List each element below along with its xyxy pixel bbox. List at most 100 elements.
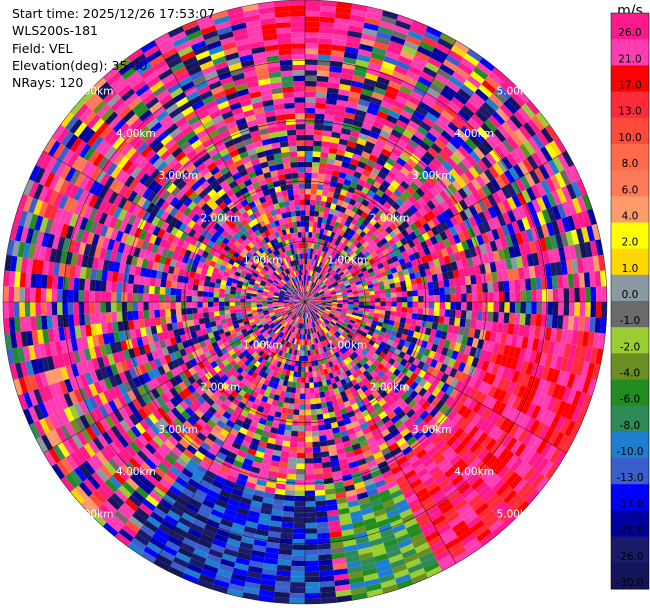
gate-cell — [405, 279, 412, 286]
gate-cell — [423, 247, 431, 256]
gate-cell — [327, 191, 335, 198]
gate-cell — [314, 271, 319, 278]
gate-cell — [401, 296, 408, 302]
gate-cell — [561, 151, 575, 168]
gate-cell — [284, 495, 295, 502]
gate-cell — [292, 533, 305, 540]
gate-cell — [398, 258, 406, 266]
gate-cell — [412, 265, 420, 273]
gate-cell — [538, 164, 551, 180]
gate-cell — [296, 463, 305, 470]
gate-cell — [412, 290, 419, 297]
gate-cell — [547, 159, 560, 175]
gate-cell — [437, 134, 450, 146]
gate-cell — [305, 382, 310, 389]
gate-cell — [395, 60, 411, 71]
gate-cell — [426, 200, 436, 211]
gate-cell — [346, 287, 352, 291]
gate-cell — [429, 186, 440, 197]
gate-cell — [396, 14, 414, 26]
gate-cell — [535, 182, 547, 197]
gate-cell — [431, 123, 445, 135]
gate-cell — [412, 296, 419, 302]
gate-cell — [377, 25, 394, 36]
gate-cell — [393, 124, 405, 134]
gate-cell — [298, 355, 303, 362]
gate-cell — [551, 275, 559, 290]
gate-cell — [393, 260, 401, 268]
gate-cell — [372, 120, 384, 130]
gate-cell — [491, 228, 500, 241]
gate-cell — [411, 20, 428, 32]
gate-cell — [329, 288, 336, 293]
gate-cell — [325, 103, 337, 111]
gate-cell — [311, 419, 318, 426]
gate-cell — [447, 121, 461, 134]
gate-cell — [377, 197, 387, 206]
gate-cell — [148, 309, 155, 319]
gate-cell — [464, 248, 472, 259]
gate-cell — [319, 11, 336, 18]
gate-cell — [321, 245, 327, 252]
gate-cell — [395, 119, 408, 130]
gate-cell — [332, 120, 344, 128]
gate-cell — [311, 282, 315, 288]
gate-cell — [305, 242, 309, 249]
gate-cell — [488, 115, 502, 129]
gate-cell — [305, 199, 311, 206]
gate-cell — [546, 314, 553, 328]
gate-cell — [314, 118, 325, 126]
gate-cell — [105, 312, 112, 323]
gate-cell — [488, 165, 500, 179]
gate-cell — [293, 517, 305, 524]
gate-cell — [403, 176, 414, 186]
gate-cell — [499, 172, 511, 187]
gate-cell — [305, 420, 312, 427]
gate-cell — [378, 105, 391, 115]
gate-cell — [453, 223, 463, 234]
gate-cell — [315, 285, 320, 290]
gate-cell — [334, 12, 351, 20]
gate-cell — [460, 125, 473, 139]
gate-cell — [340, 236, 347, 244]
gate-cell — [492, 89, 508, 104]
gate-cell — [411, 284, 418, 291]
gate-cell — [290, 565, 305, 572]
gate-cell — [434, 98, 448, 111]
gate-cell — [415, 187, 426, 198]
gate-cell — [441, 175, 452, 187]
gate-cell — [482, 208, 493, 221]
gate-cell — [466, 293, 473, 302]
gate-cell — [351, 193, 359, 202]
gate-cell — [311, 178, 318, 185]
gate-cell — [336, 254, 343, 261]
gate-cell — [295, 468, 305, 475]
gate-cell — [143, 310, 150, 319]
gate-cell — [378, 20, 395, 31]
gate-cell — [360, 211, 369, 220]
gate-cell — [315, 500, 327, 507]
gate-cell — [310, 194, 317, 201]
gate-cell — [453, 92, 468, 106]
gate-cell — [449, 137, 462, 150]
gate-cell — [308, 294, 314, 299]
gate-cell — [318, 273, 323, 280]
gate-cell — [406, 290, 413, 297]
gate-cell — [336, 149, 346, 157]
gate-cell — [380, 305, 386, 311]
gate-cell — [332, 281, 338, 286]
gate-cell — [455, 285, 462, 295]
gate-cell — [305, 5, 321, 12]
gate-cell — [499, 103, 514, 118]
gate-cell — [390, 129, 403, 139]
gate-cell — [400, 202, 410, 212]
gate-cell — [371, 91, 385, 101]
gate-cell — [284, 489, 296, 496]
gate-cell — [412, 302, 419, 308]
gate-cell — [460, 83, 475, 97]
gate-cell — [315, 102, 326, 109]
gate-cell — [412, 307, 419, 314]
gate-cell — [455, 309, 462, 319]
gate-cell — [345, 41, 360, 49]
gate-cell — [419, 140, 431, 152]
